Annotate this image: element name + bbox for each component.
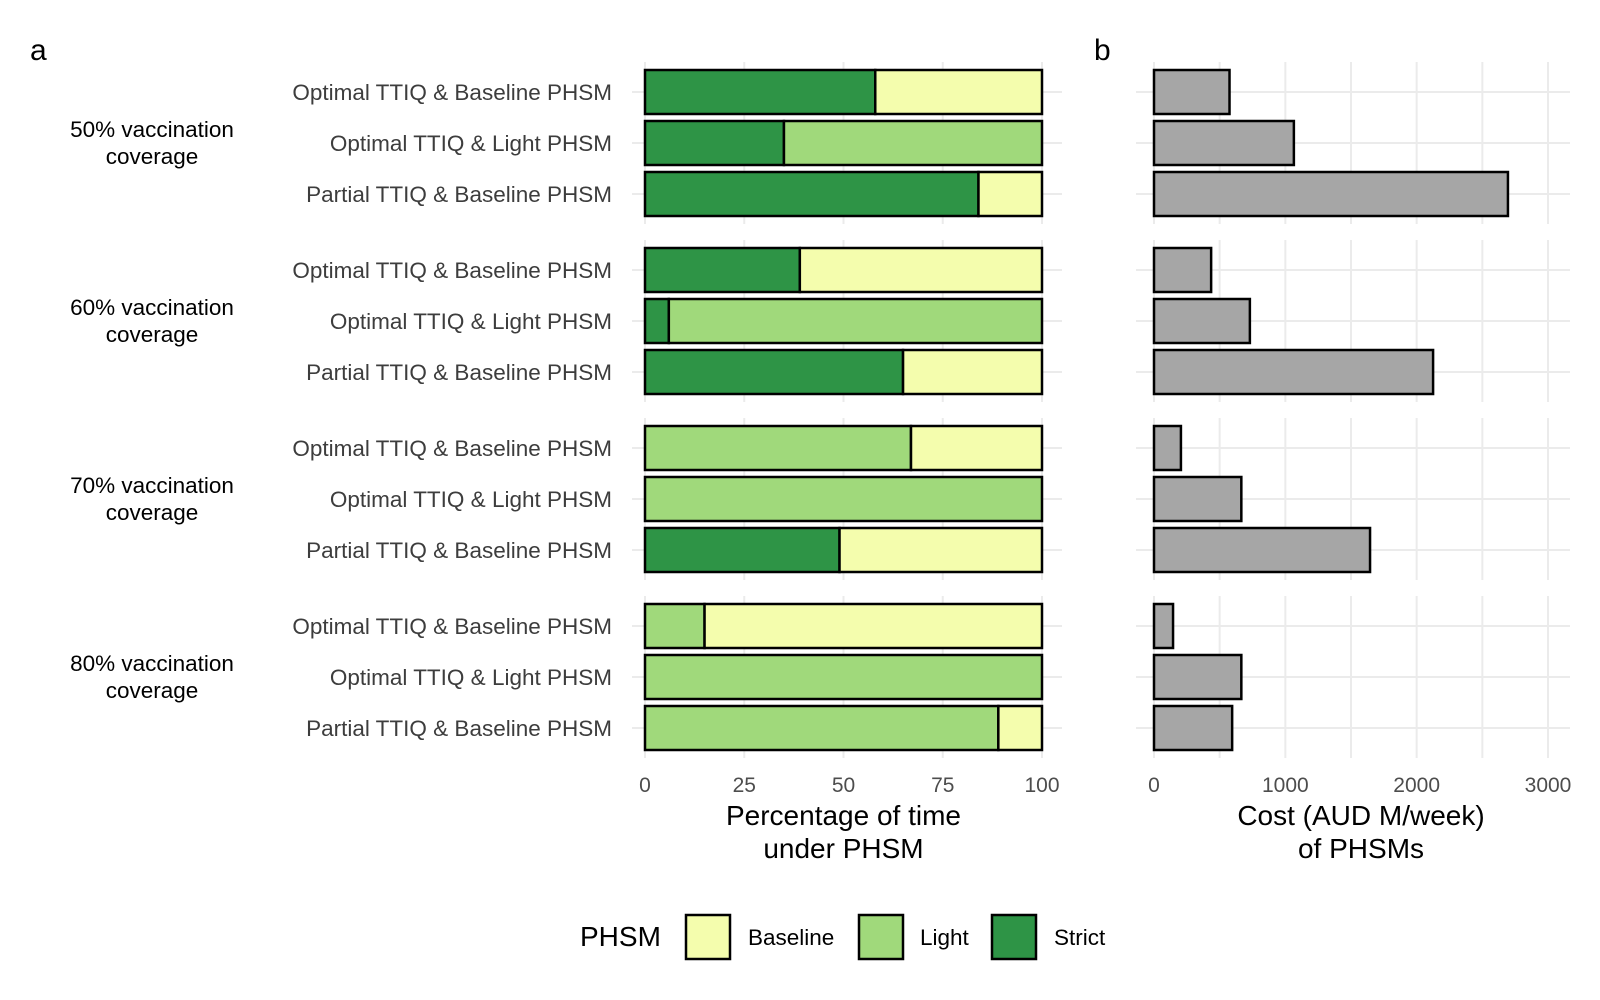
x-axis-title: Cost (AUD M/week) of PHSMs bbox=[1237, 800, 1484, 864]
bar-segment-baseline bbox=[703, 602, 1044, 650]
x-tick-label: 3000 bbox=[1525, 774, 1572, 797]
row-label: Optimal TTIQ & Light PHSM bbox=[330, 309, 612, 334]
cost-bar bbox=[1152, 526, 1372, 574]
bar-segment-light bbox=[643, 475, 1044, 523]
bar-segment-light bbox=[667, 297, 1044, 345]
row-label: Optimal TTIQ & Light PHSM bbox=[330, 487, 612, 512]
legend-label-strict: Strict bbox=[1054, 925, 1106, 950]
x-tick-label: 0 bbox=[1148, 774, 1160, 797]
bar-segment-light bbox=[643, 424, 913, 472]
group-label: 50% vaccination coverage bbox=[70, 117, 234, 169]
bar-segment-strict bbox=[643, 68, 877, 116]
panel-b: 0 1000 2000 3000 Cost (AUD M/week) of PHSMs bbox=[1136, 62, 1571, 864]
cost-bar bbox=[1152, 246, 1213, 294]
cost-bar bbox=[1152, 602, 1175, 650]
row-label: Partial TTIQ & Baseline PHSM bbox=[306, 538, 612, 563]
row-label: Partial TTIQ & Baseline PHSM bbox=[306, 182, 612, 207]
bar-segment-baseline bbox=[997, 704, 1044, 752]
row-label: Optimal TTIQ & Light PHSM bbox=[330, 131, 612, 156]
x-tick-label: 25 bbox=[733, 774, 756, 797]
row-label: Partial TTIQ & Baseline PHSM bbox=[306, 360, 612, 385]
bar-segment-strict bbox=[643, 246, 802, 294]
row-label: Optimal TTIQ & Baseline PHSM bbox=[292, 258, 612, 283]
legend: PHSM Baseline Light Strict bbox=[580, 913, 1106, 961]
bar-segment-strict bbox=[643, 170, 980, 218]
bar-segment-baseline bbox=[909, 424, 1044, 472]
x-tick-label: 2000 bbox=[1393, 774, 1440, 797]
group-label: 80% vaccination coverage bbox=[70, 651, 234, 703]
bar-segment-light bbox=[643, 602, 706, 650]
bar-segment-baseline bbox=[901, 348, 1044, 396]
legend-title: PHSM bbox=[580, 921, 661, 952]
legend-swatch-baseline bbox=[684, 913, 732, 961]
x-tick-label: 0 bbox=[639, 774, 651, 797]
row-label: Optimal TTIQ & Baseline PHSM bbox=[292, 614, 612, 639]
cost-bar bbox=[1152, 704, 1234, 752]
row-label: Optimal TTIQ & Light PHSM bbox=[330, 665, 612, 690]
legend-label-light: Light bbox=[920, 925, 970, 950]
legend-label-baseline: Baseline bbox=[748, 925, 834, 950]
row-label: Partial TTIQ & Baseline PHSM bbox=[306, 716, 612, 741]
legend-swatch-light bbox=[857, 913, 905, 961]
group-label: 60% vaccination coverage bbox=[70, 295, 234, 347]
panel-a: Optimal TTIQ & Baseline PHSM Optimal TTIQ… bbox=[70, 62, 1062, 864]
cost-bar bbox=[1152, 297, 1252, 345]
bar-segment-baseline bbox=[874, 68, 1044, 116]
cost-bar bbox=[1152, 653, 1243, 701]
panel-label-b: b bbox=[1094, 34, 1111, 67]
bar-segment-light bbox=[643, 704, 1000, 752]
cost-bar bbox=[1152, 170, 1510, 218]
x-tick-label: 1000 bbox=[1262, 774, 1309, 797]
legend-swatch-strict bbox=[990, 913, 1038, 961]
row-label: Optimal TTIQ & Baseline PHSM bbox=[292, 436, 612, 461]
cost-bar bbox=[1152, 119, 1296, 167]
bar-segment-baseline bbox=[838, 526, 1044, 574]
cost-bar bbox=[1152, 348, 1435, 396]
x-tick-label: 75 bbox=[931, 774, 954, 797]
cost-bar bbox=[1152, 424, 1183, 472]
bar-segment-strict bbox=[643, 348, 905, 396]
cost-bar bbox=[1152, 475, 1243, 523]
bar-segment-baseline bbox=[977, 170, 1044, 218]
bar-segment-strict bbox=[643, 119, 786, 167]
panel-label-a: a bbox=[30, 34, 47, 67]
x-tick-label: 50 bbox=[832, 774, 855, 797]
cost-bar bbox=[1152, 68, 1231, 116]
bar-segment-strict bbox=[643, 526, 841, 574]
group-label: 70% vaccination coverage bbox=[70, 473, 234, 525]
bar-segment-light bbox=[782, 119, 1044, 167]
x-axis-title: Percentage of time under PHSM bbox=[726, 800, 961, 864]
x-tick-label: 100 bbox=[1024, 774, 1059, 797]
bar-segment-strict bbox=[643, 297, 671, 345]
row-label: Optimal TTIQ & Baseline PHSM bbox=[292, 80, 612, 105]
bar-segment-light bbox=[643, 653, 1044, 701]
bar-segment-baseline bbox=[798, 246, 1044, 294]
